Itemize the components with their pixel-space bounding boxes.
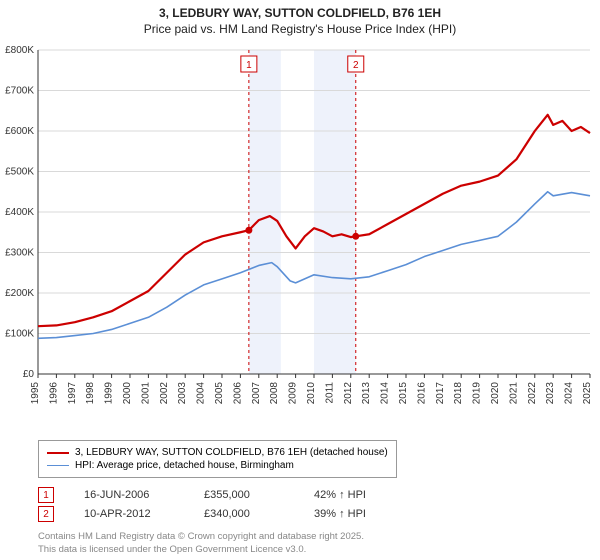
svg-text:2008: 2008 <box>269 382 280 405</box>
title-line-1: 3, LEDBURY WAY, SUTTON COLDFIELD, B76 1E… <box>0 6 600 20</box>
chart-area: £0 £100K £200K £300K £400K £500K £600K £700K £80… <box>0 44 600 434</box>
svg-text:2012: 2012 <box>343 382 354 405</box>
sale-date: 10-APR-2012 <box>84 508 204 520</box>
footer-line-1: Contains HM Land Registry data © Crown c… <box>38 531 364 543</box>
footer-attribution: Contains HM Land Registry data © Crown c… <box>38 531 364 556</box>
svg-text:2005: 2005 <box>214 382 225 405</box>
legend-item: 3, LEDBURY WAY, SUTTON COLDFIELD, B76 1E… <box>47 447 388 458</box>
legend-item: HPI: Average price, detached house, Birm… <box>47 460 388 471</box>
legend-swatch <box>47 465 69 466</box>
svg-text:2020: 2020 <box>490 382 501 405</box>
svg-text:2010: 2010 <box>306 382 317 405</box>
sale-price: £355,000 <box>204 489 314 501</box>
chart-title: 3, LEDBURY WAY, SUTTON COLDFIELD, B76 1E… <box>0 0 600 38</box>
sale-price: £340,000 <box>204 508 314 520</box>
svg-text:2004: 2004 <box>196 382 207 405</box>
svg-text:2007: 2007 <box>251 382 262 405</box>
svg-text:2013: 2013 <box>361 382 372 405</box>
svg-text:1999: 1999 <box>104 382 115 405</box>
svg-text:£0: £0 <box>23 369 35 380</box>
footer-line-2: This data is licensed under the Open Gov… <box>38 544 364 556</box>
svg-text:2001: 2001 <box>140 382 151 405</box>
svg-text:2025: 2025 <box>582 382 593 405</box>
svg-text:2016: 2016 <box>416 382 427 405</box>
sale-badge: 2 <box>38 506 54 522</box>
legend-label: 3, LEDBURY WAY, SUTTON COLDFIELD, B76 1E… <box>75 447 388 458</box>
svg-text:£300K: £300K <box>5 248 34 259</box>
svg-text:2023: 2023 <box>545 382 556 405</box>
svg-text:1: 1 <box>246 60 252 71</box>
svg-text:1996: 1996 <box>48 382 59 405</box>
svg-text:2022: 2022 <box>527 382 538 405</box>
svg-text:2011: 2011 <box>324 382 335 404</box>
svg-text:£400K: £400K <box>5 207 34 218</box>
svg-text:2014: 2014 <box>380 382 391 405</box>
svg-text:£200K: £200K <box>5 288 34 299</box>
sale-badge: 1 <box>38 487 54 503</box>
line-chart-svg: £0 £100K £200K £300K £400K £500K £600K £700K £80… <box>0 44 600 434</box>
svg-text:2: 2 <box>353 60 359 71</box>
legend-swatch <box>47 452 69 454</box>
svg-text:2000: 2000 <box>122 382 133 405</box>
sale-row: 1 16-JUN-2006 £355,000 42% ↑ HPI <box>38 487 424 503</box>
svg-text:£500K: £500K <box>5 167 34 178</box>
svg-text:£700K: £700K <box>5 86 34 97</box>
svg-text:£800K: £800K <box>5 45 34 56</box>
sale-date: 16-JUN-2006 <box>84 489 204 501</box>
svg-text:2002: 2002 <box>159 382 170 405</box>
svg-text:2006: 2006 <box>232 382 243 405</box>
legend-label: HPI: Average price, detached house, Birm… <box>75 460 294 471</box>
svg-text:2024: 2024 <box>564 382 575 405</box>
sales-list: 1 16-JUN-2006 £355,000 42% ↑ HPI 2 10-AP… <box>38 484 424 525</box>
svg-text:2003: 2003 <box>177 382 188 405</box>
svg-text:2009: 2009 <box>288 382 299 405</box>
svg-text:2021: 2021 <box>508 382 519 405</box>
svg-text:1997: 1997 <box>67 382 78 405</box>
title-line-2: Price paid vs. HM Land Registry's House … <box>0 22 600 36</box>
svg-text:£100K: £100K <box>5 329 34 340</box>
sale-delta: 39% ↑ HPI <box>314 508 424 520</box>
svg-text:£600K: £600K <box>5 126 34 137</box>
sale-row: 2 10-APR-2012 £340,000 39% ↑ HPI <box>38 506 424 522</box>
svg-text:1998: 1998 <box>85 382 96 405</box>
svg-text:1995: 1995 <box>30 382 41 405</box>
svg-text:2017: 2017 <box>435 382 446 405</box>
svg-text:2019: 2019 <box>472 382 483 405</box>
legend: 3, LEDBURY WAY, SUTTON COLDFIELD, B76 1E… <box>38 440 397 478</box>
sale-delta: 42% ↑ HPI <box>314 489 424 501</box>
svg-text:2015: 2015 <box>398 382 409 405</box>
svg-text:2018: 2018 <box>453 382 464 405</box>
